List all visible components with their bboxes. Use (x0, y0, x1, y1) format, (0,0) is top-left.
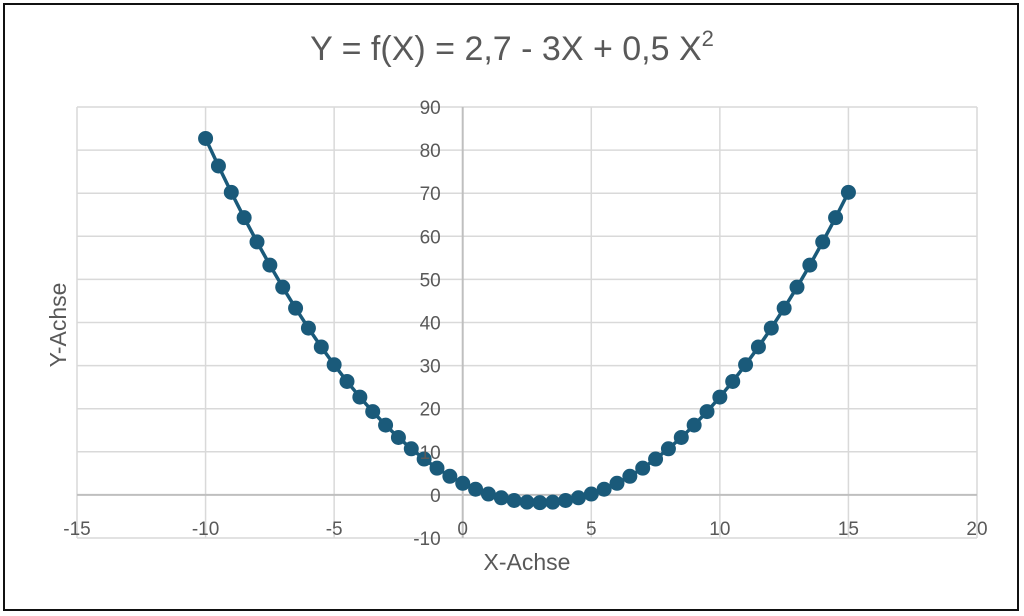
y-tick-label: 40 (420, 314, 441, 335)
data-point (840, 184, 856, 200)
data-point (699, 404, 715, 420)
y-tick-label: 90 (420, 98, 441, 119)
data-point (532, 495, 548, 511)
data-point (635, 460, 651, 476)
data-point (570, 490, 586, 506)
data-point (815, 234, 831, 250)
chart-frame (3, 3, 1019, 611)
data-point (583, 486, 599, 502)
labels: -10 0 10 20 30 40 50 60 70 80 90 -15 -10 -5 0 5 10 15 20 (63, 98, 987, 550)
data-point (313, 339, 329, 355)
x-tick-label: -5 (326, 519, 343, 540)
data-point (365, 404, 381, 420)
data-point (660, 441, 676, 457)
y-tick-label: 0 (430, 486, 441, 507)
y-axis-title: Y-Achse (45, 283, 71, 368)
y-tick-label: 80 (420, 141, 441, 162)
data-point (545, 494, 561, 510)
x-tick-label: 15 (838, 519, 859, 540)
data-point (455, 475, 471, 491)
data-point (262, 257, 278, 273)
data-point (648, 451, 664, 467)
data-point (596, 481, 612, 497)
y-tick-label: 60 (420, 227, 441, 248)
data-point (686, 417, 702, 433)
data-point (288, 300, 304, 316)
data-point (352, 389, 368, 405)
data-point (210, 158, 226, 174)
data-point (519, 494, 535, 510)
data-point (339, 373, 355, 389)
x-tick-label: 10 (709, 519, 730, 540)
data-point (673, 429, 689, 445)
data-point (275, 279, 291, 295)
data-point (236, 210, 252, 226)
y-tick-label: 70 (420, 184, 441, 205)
x-axis-title: X-Achse (484, 549, 571, 575)
y-tick-label: -10 (413, 529, 440, 550)
data-point (763, 320, 779, 336)
data-point (609, 475, 625, 491)
data-point (442, 468, 458, 484)
data-point (802, 257, 818, 273)
y-tick-label: 20 (420, 400, 441, 421)
chart-title-superscript: 2 (702, 26, 714, 51)
data-point (249, 234, 265, 250)
data-point (300, 320, 316, 336)
data-point (223, 184, 239, 200)
data-point (776, 300, 792, 316)
x-tick-label: -15 (63, 519, 90, 540)
y-tick-label: 10 (420, 443, 441, 464)
x-tick-label: 5 (586, 519, 597, 540)
data-point (416, 451, 432, 467)
chart-title: Y = f(X) = 2,7 - 3X + 0,5 X2 (310, 26, 714, 68)
data-point (750, 339, 766, 355)
data-point (480, 486, 496, 502)
data-point (326, 357, 342, 373)
data-point (738, 357, 754, 373)
data-point (403, 441, 419, 457)
data-point (493, 490, 509, 506)
series (198, 130, 856, 511)
data-point (558, 493, 574, 509)
data-point (378, 417, 394, 433)
grid (76, 106, 978, 539)
data-point (725, 373, 741, 389)
chart-title-main: Y = f(X) = 2,7 - 3X + 0,5 X (310, 30, 702, 68)
data-point (789, 279, 805, 295)
data-point (468, 481, 484, 497)
data-point (506, 493, 522, 509)
data-point (429, 460, 445, 476)
data-point (712, 389, 728, 405)
x-tick-label: 0 (457, 519, 468, 540)
y-tick-label: 30 (420, 357, 441, 378)
y-tick-label: 50 (420, 270, 441, 291)
data-point (828, 210, 844, 226)
x-tick-label: -10 (192, 519, 219, 540)
data-point (390, 429, 406, 445)
data-point (622, 468, 638, 484)
x-tick-label: 20 (966, 519, 987, 540)
data-point (198, 130, 214, 146)
